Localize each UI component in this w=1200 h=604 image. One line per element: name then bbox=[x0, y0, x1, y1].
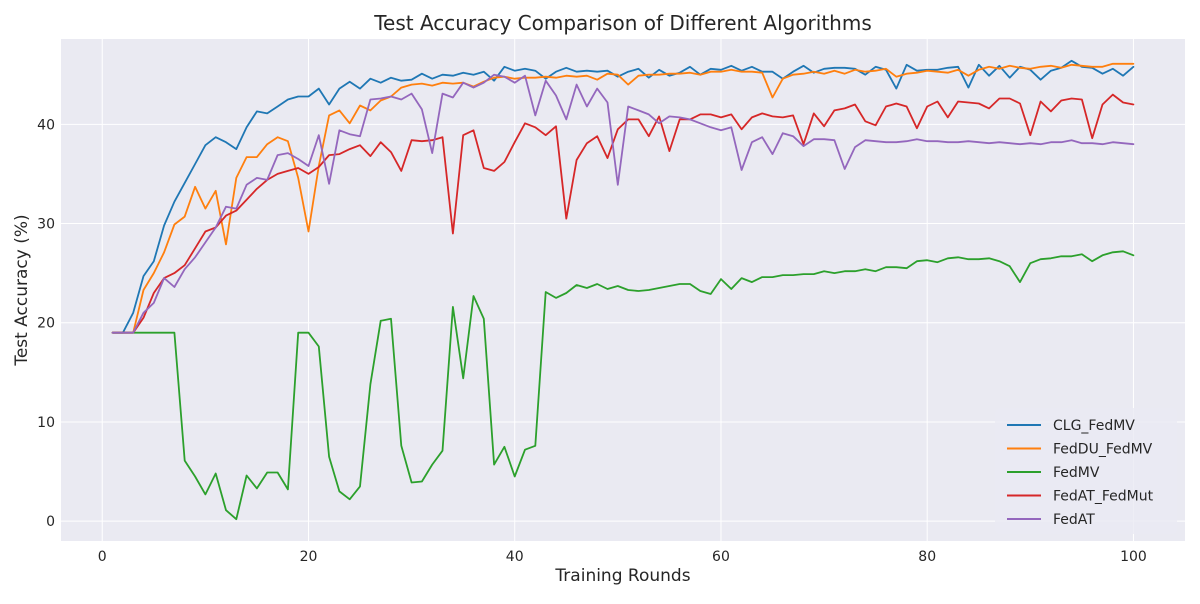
series-line-fedat-fedmut bbox=[111, 93, 1135, 334]
legend-label: CLG_FedMV bbox=[1053, 418, 1135, 434]
legend-items: CLG_FedMV FedDU_FedMV FedMV FedAT_FedMut Fed… bbox=[1007, 418, 1154, 528]
legend-label: FedAT bbox=[1053, 512, 1095, 528]
series-line-fedmv bbox=[111, 250, 1135, 521]
series-lines bbox=[111, 59, 1135, 521]
x-tick-label: 100 bbox=[1120, 549, 1147, 565]
y-tick-label: 30 bbox=[37, 217, 55, 233]
y-tick-label: 40 bbox=[37, 117, 55, 133]
y-tick-label: 20 bbox=[37, 316, 55, 332]
legend-label: FedDU_FedMV bbox=[1053, 442, 1153, 458]
x-tick-label: 20 bbox=[300, 549, 318, 565]
x-tick-label: 80 bbox=[918, 549, 936, 565]
x-tick-label: 0 bbox=[98, 549, 107, 565]
legend: CLG_FedMV FedDU_FedMV FedMV FedAT_FedMut Fed… bbox=[995, 408, 1177, 534]
x-tick-label: 40 bbox=[506, 549, 524, 565]
legend-label: FedAT_FedMut bbox=[1053, 489, 1154, 505]
legend-box bbox=[995, 408, 1177, 534]
chart-title: Test Accuracy Comparison of Different Al… bbox=[373, 11, 872, 35]
legend-label: FedMV bbox=[1053, 465, 1100, 481]
x-tick-label: 60 bbox=[712, 549, 730, 565]
y-tick-label: 10 bbox=[37, 415, 55, 431]
series-line-fedat bbox=[111, 73, 1135, 334]
series-line-clg-fedmv bbox=[111, 59, 1135, 334]
x-axis-label: Training Rounds bbox=[554, 566, 690, 586]
series-line-feddu-fedmv bbox=[111, 62, 1135, 334]
y-axis-label: Test Accuracy (%) bbox=[12, 214, 32, 366]
tick-labels: 0 20 40 60 80 100 0 10 20 30 40 bbox=[37, 117, 1147, 565]
y-tick-label: 0 bbox=[46, 514, 55, 530]
